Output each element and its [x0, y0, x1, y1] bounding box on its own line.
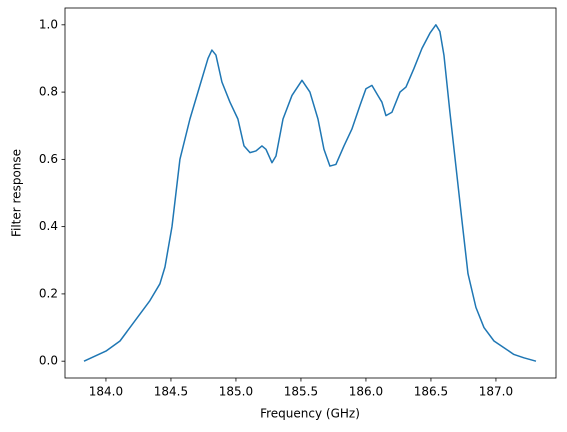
y-tick-label: 0.2 — [39, 286, 58, 300]
x-tick-label: 186.5 — [414, 385, 448, 399]
x-tick-label: 185.0 — [219, 385, 253, 399]
x-tick-label: 184.0 — [89, 385, 123, 399]
x-axis-label: Frequency (GHz) — [260, 407, 360, 421]
y-tick-label: 0.8 — [39, 85, 58, 99]
y-axis-label: Filter response — [10, 149, 24, 237]
x-tick-label: 185.5 — [284, 385, 318, 399]
y-tick-label: 0.0 — [39, 354, 58, 368]
plot-frame — [64, 7, 557, 379]
y-tick-label: 0.4 — [39, 219, 58, 233]
y-tick-label: 1.0 — [39, 17, 58, 31]
line-series — [83, 24, 537, 362]
x-tick-label: 187.0 — [479, 385, 513, 399]
x-tick-label: 184.5 — [154, 385, 188, 399]
y-tick-label: 0.6 — [39, 152, 58, 166]
x-tick-label: 186.0 — [349, 385, 383, 399]
